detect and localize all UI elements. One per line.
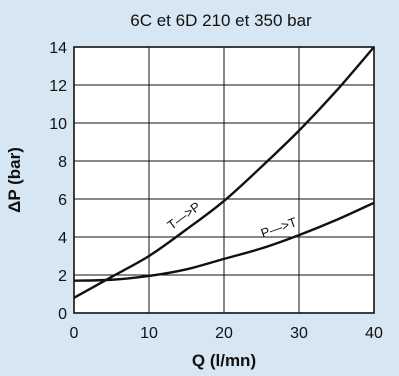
chart-title: 6C et 6D 210 et 350 bar [130, 11, 312, 30]
y-tick-label: 6 [58, 192, 67, 209]
y-tick-label: 14 [49, 40, 67, 57]
y-tick-label: 0 [58, 306, 67, 323]
y-tick-label: 2 [58, 268, 67, 285]
x-tick-label: 40 [365, 325, 383, 342]
y-tick-label: 4 [58, 230, 67, 247]
y-axis-label: ΔP (bar) [5, 147, 24, 213]
y-tick-label: 10 [49, 116, 67, 133]
x-tick-label: 20 [215, 325, 233, 342]
y-axis-ticks: 0 2 4 6 8 10 12 14 [49, 40, 67, 323]
y-tick-label: 8 [58, 154, 67, 171]
x-tick-label: 30 [290, 325, 308, 342]
series-line-0 [73, 46, 375, 299]
grid [73, 46, 375, 314]
x-tick-label: 10 [140, 325, 158, 342]
x-axis-label: Q (l/mn) [192, 351, 256, 370]
series-line-1 [73, 201, 375, 282]
x-axis-ticks: 0 10 20 30 40 [70, 325, 383, 342]
x-tick-label: 0 [70, 325, 79, 342]
y-tick-label: 12 [49, 78, 67, 95]
